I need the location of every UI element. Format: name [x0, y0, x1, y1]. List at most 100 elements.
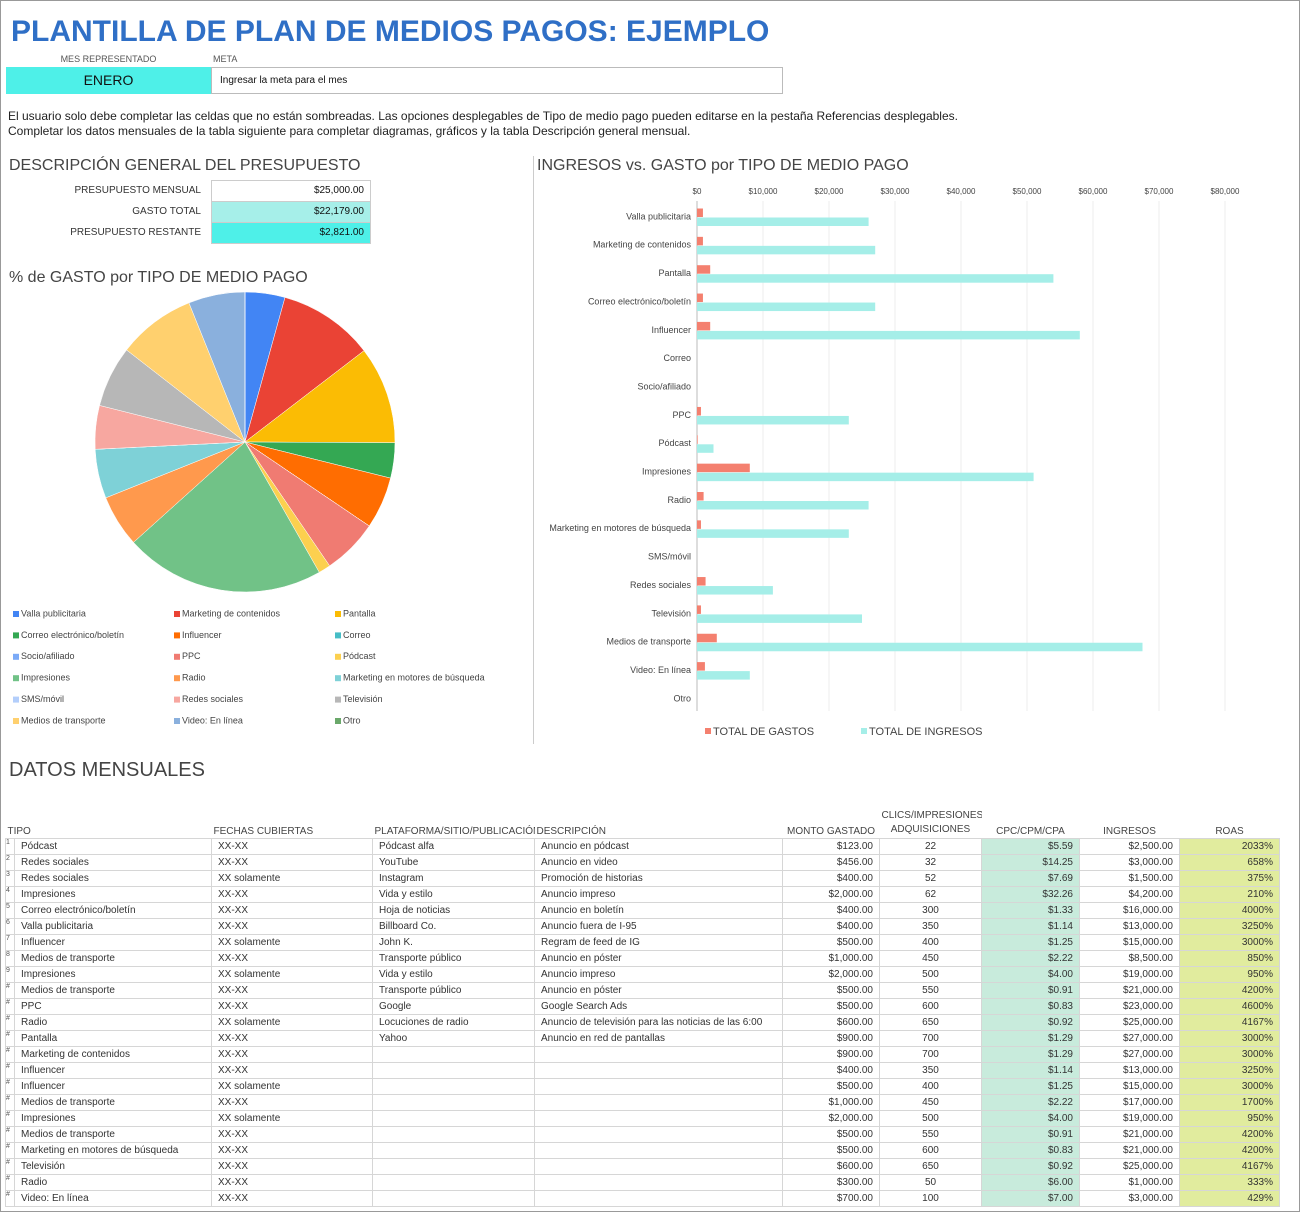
table-cell: XX-XX [211, 1142, 373, 1159]
column-header: DESCRIPCIÓN [536, 826, 606, 837]
table-cell: Billboard Co. [372, 918, 535, 935]
table-cell: XX-XX [211, 854, 373, 871]
bar [697, 605, 701, 614]
table-cell: $0.92 [981, 1014, 1080, 1031]
table-cell: PPC [14, 998, 212, 1015]
legend-label: Redes sociales [182, 694, 244, 704]
chart-title: % de GASTO por TIPO DE MEDIO PAGO [9, 269, 308, 286]
table-cell: Regram de feed de IG [534, 934, 783, 951]
table-cell: XX-XX [211, 1046, 373, 1063]
table-cell: $32.26 [981, 886, 1080, 903]
table-cell: $1,000.00 [782, 950, 880, 967]
table-cell: Anuncio en video [534, 854, 783, 871]
table-cell: $13,000.00 [1079, 1062, 1180, 1079]
table-cell: John K. [372, 934, 535, 951]
legend-label: TOTAL DE INGRESOS [869, 726, 983, 738]
month-value[interactable]: ENERO [6, 67, 211, 94]
row-number: # [5, 1190, 15, 1207]
row-number: # [5, 1174, 15, 1191]
bar [697, 529, 849, 538]
row-number: # [5, 1046, 15, 1063]
table-cell: Pantalla [14, 1030, 212, 1047]
charts: % de GASTO por TIPO DE MEDIO PAGO Valla p… [9, 157, 1240, 738]
table-cell: Impresiones [14, 966, 212, 983]
table-cell: Marketing de contenidos [14, 1046, 212, 1063]
row-number: 1 [5, 838, 15, 855]
table-cell: $1.33 [981, 902, 1080, 919]
bar [697, 435, 698, 444]
data-row: # Medios de transporte XX-XX $1,000.00 450 $2… [5, 1094, 1280, 1111]
row-number: # [5, 1110, 15, 1127]
table-cell: XX solamente [211, 1014, 373, 1031]
table-cell: $1.29 [981, 1046, 1080, 1063]
legend-swatch [335, 675, 341, 682]
legend-swatch [861, 728, 867, 734]
table-cell: Anuncio en póster [534, 950, 783, 967]
table-cell: 62 [879, 886, 982, 903]
bar [697, 501, 869, 510]
table-cell: $2,000.00 [782, 886, 880, 903]
row-number: # [5, 1094, 15, 1111]
table-cell: 400 [879, 934, 982, 951]
legend-swatch [13, 675, 19, 682]
table-cell: $400.00 [782, 1062, 880, 1079]
table-cell: $13,000.00 [1079, 918, 1180, 935]
column-header: TIPO [7, 826, 31, 837]
y-tick-label: Socio/afiliado [637, 381, 691, 391]
row-number: # [5, 1014, 15, 1031]
table-cell [372, 1142, 535, 1159]
table-cell: $400.00 [782, 902, 880, 919]
table-cell: $1,000.00 [782, 1094, 880, 1111]
legend-swatch [13, 653, 19, 660]
table-cell: XX solamente [211, 1110, 373, 1127]
pie-slice [133, 441, 320, 593]
row-number: # [5, 998, 15, 1015]
table-cell: 3250% [1179, 918, 1280, 935]
table-cell: Pódcast alfa [372, 838, 535, 855]
month-label: MES REPRESENTADO [60, 54, 157, 64]
goal-input[interactable]: Ingresar la meta para el mes [211, 67, 783, 94]
table-cell: Medios de transporte [14, 1126, 212, 1143]
x-tick-label: $50,000 [1013, 187, 1042, 196]
legend-swatch [335, 611, 341, 617]
pie-slice [244, 350, 396, 443]
table-cell: $15,000.00 [1079, 1078, 1180, 1095]
table-cell: Influencer [14, 1062, 212, 1079]
table-cell: $0.92 [981, 1158, 1080, 1175]
table-cell: 500 [879, 1110, 982, 1127]
data-table: TIPO FECHAS CUBIERTAS PLATAFORMA/SITIO/PUB… [5, 807, 1280, 1207]
row-number: 6 [5, 918, 15, 935]
table-cell: Anuncio de televisión para las noticias … [534, 1014, 783, 1031]
divider [533, 156, 534, 744]
table-cell: $456.00 [782, 854, 880, 871]
table-cell: XX solamente [211, 934, 373, 951]
table-cell: $4.00 [981, 1110, 1080, 1127]
chart-title: INGRESOS vs. GASTO por TIPO DE MEDIO PAG… [537, 157, 909, 174]
legend-label: Socio/afiliado [21, 651, 75, 661]
table-cell: $3,000.00 [1079, 854, 1180, 871]
data-row: # Influencer XX-XX $400.00 350 $1.14 $13,000.0… [5, 1062, 1280, 1079]
table-cell: $4.00 [981, 966, 1080, 983]
budget-label: PRESUPUESTO MENSUAL [74, 185, 201, 196]
y-tick-label: Pantalla [658, 268, 691, 278]
budget-label: GASTO TOTAL [132, 206, 201, 217]
table-cell: Google Search Ads [534, 998, 783, 1015]
table-cell: $1.25 [981, 934, 1080, 951]
data-row: # Pantalla XX-XX Yahoo Anuncio en red de pan… [5, 1030, 1280, 1047]
row-number: 7 [5, 934, 15, 951]
table-cell: Medios de transporte [14, 1094, 212, 1111]
table-cell: 4167% [1179, 1158, 1280, 1175]
legend-swatch [174, 611, 180, 617]
table-cell [534, 1142, 783, 1159]
table-cell: $1.25 [981, 1078, 1080, 1095]
table-cell [534, 1174, 783, 1191]
bar [697, 265, 711, 274]
data-row: # PPC XX-XX Google Google Search Ads $500.00 6… [5, 998, 1280, 1015]
bar [697, 302, 876, 312]
table-cell: 550 [879, 1126, 982, 1143]
table-cell: $2.22 [981, 950, 1080, 967]
table-cell: 22 [879, 838, 982, 855]
table-cell: $1.14 [981, 1062, 1080, 1079]
table-cell: Anuncio en boletín [534, 902, 783, 919]
bar [697, 217, 869, 226]
